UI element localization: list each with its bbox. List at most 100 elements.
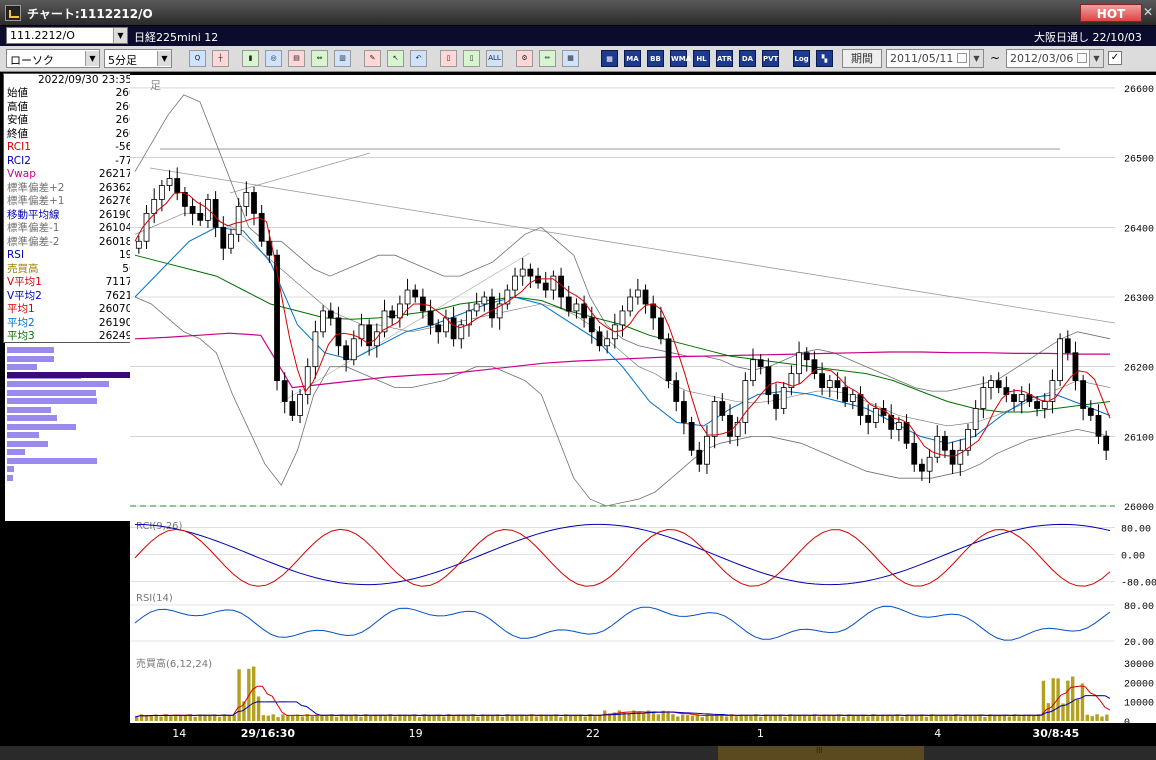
candle-body [320, 310, 326, 333]
volume-bar [822, 714, 826, 721]
candle-body [435, 324, 442, 333]
rci-panel-axis [1115, 515, 1156, 590]
expand-icon[interactable]: ▯ [463, 50, 480, 67]
volume-bar [1075, 699, 1080, 721]
candle-body [796, 352, 802, 375]
indicator-button-1[interactable]: MA [624, 50, 641, 67]
hot-button[interactable]: HOT [1080, 4, 1142, 22]
range-checkbox[interactable]: ✓ [1108, 51, 1122, 65]
pointer-icon[interactable]: ↖ [387, 50, 404, 67]
symbol-code-input[interactable]: 111.2212/O ▼ [6, 27, 128, 44]
candle-body [642, 289, 649, 305]
indicator-button-9[interactable]: ▚ [816, 50, 833, 67]
date-from-input[interactable]: 2011/05/11 ▼ [886, 49, 984, 68]
volume-bar [578, 714, 583, 721]
volume-bar [310, 716, 314, 721]
volume-tick-label: 20000 [1124, 679, 1154, 690]
candle-body [849, 394, 856, 402]
indicator-button-7[interactable]: PVT [762, 50, 779, 67]
volume-bar [807, 716, 812, 721]
indicator-button-3[interactable]: WMA [670, 50, 691, 67]
indicator-button-2[interactable]: BB [647, 50, 664, 67]
candle-body [251, 192, 257, 214]
candle-body [512, 275, 518, 291]
candle-body [742, 380, 749, 423]
current-price-bar [7, 372, 130, 378]
volume-bar [252, 666, 256, 721]
candle-body [588, 317, 595, 333]
price-chart[interactable]: 26600 26500 26400 26300 26200 26100 26000 足 80.0… [130, 73, 1156, 746]
interval-select[interactable]: 5分足 ▼ [104, 49, 172, 68]
volume-bar [646, 710, 651, 721]
volume-bar [169, 716, 173, 721]
arrow-both-icon[interactable]: ⇔ [311, 50, 328, 67]
volume-bar [144, 715, 149, 721]
volume-bar [481, 714, 485, 721]
x-tick-label: 22 [586, 727, 600, 740]
note-icon[interactable]: ▥ [334, 50, 351, 67]
all-icon[interactable]: ALL [486, 50, 503, 67]
chevron-down-icon[interactable]: ▼ [157, 51, 171, 66]
volume-bar [471, 714, 475, 721]
candle-body [158, 185, 165, 200]
volume-bar [178, 714, 183, 721]
volume-bar [417, 717, 422, 721]
indicator-button-8[interactable]: Log [793, 50, 810, 67]
volume-bar [768, 715, 773, 721]
horizontal-scrollbar-thumb[interactable] [718, 746, 924, 760]
candle-icon[interactable]: ▮ [242, 50, 259, 67]
indicator-button-5[interactable]: ATR [716, 50, 733, 67]
candle-body [988, 380, 994, 388]
indicator-button-0[interactable]: ▦ [601, 50, 618, 67]
volume-profile-bar [7, 474, 14, 481]
chart-type-select[interactable]: ローソク ▼ [6, 49, 100, 68]
settings-icon[interactable]: ⚙ [516, 50, 533, 67]
candle-body [895, 422, 902, 430]
calendar-icon[interactable] [1077, 53, 1087, 63]
zoom-icon[interactable]: Q [189, 50, 206, 67]
candle-body [919, 463, 925, 472]
indicator-button-4[interactable]: HL [693, 50, 710, 67]
chevron-down-icon[interactable]: ▼ [113, 28, 127, 43]
draw-icon[interactable]: ▤ [288, 50, 305, 67]
y-tick-label: 26000 [1124, 503, 1154, 514]
volume-bar [885, 714, 890, 721]
volume-bar [793, 715, 797, 721]
info-label: V平均2 [7, 289, 42, 302]
candle-body [366, 324, 373, 347]
cursor-icon[interactable]: ┼ [212, 50, 229, 67]
candle-body [803, 352, 810, 361]
candle-body [396, 303, 403, 319]
rci1-line [134, 528, 1111, 587]
volume-bar [700, 717, 704, 721]
date-to-input[interactable]: 2012/03/06 ▼ [1006, 49, 1104, 68]
instrument-name: 日経225mini 12 [134, 31, 219, 44]
candle-body [704, 435, 710, 465]
volume-bar [988, 714, 992, 721]
pen-icon[interactable]: ✎ [364, 50, 381, 67]
volume-bar [266, 715, 271, 721]
chevron-down-icon[interactable]: ▼ [1089, 50, 1103, 67]
brush-icon[interactable]: ✏ [539, 50, 556, 67]
volume-bar [466, 715, 470, 721]
chevron-down-icon[interactable]: ▼ [969, 50, 983, 67]
volume-bar [1056, 678, 1060, 721]
candle-body [358, 324, 365, 340]
period-button[interactable]: 期間 [842, 49, 882, 68]
candle-body [1080, 380, 1087, 409]
calendar-icon[interactable] [957, 53, 967, 63]
volume-bar [900, 716, 904, 721]
volume-bar [447, 714, 451, 721]
volume-profile [5, 343, 130, 521]
rsi-label: RSI(14) [136, 593, 173, 604]
compress-icon[interactable]: ▯ [440, 50, 457, 67]
undo-icon[interactable]: ↶ [410, 50, 427, 67]
volume-bar [369, 715, 373, 721]
volume-bar [1017, 716, 1021, 721]
chevron-down-icon[interactable]: ▼ [85, 51, 99, 66]
candle-body [627, 296, 634, 312]
analyze-icon[interactable]: ◎ [265, 50, 282, 67]
indicator-button-6[interactable]: DA [739, 50, 756, 67]
palette-icon[interactable]: ▦ [562, 50, 579, 67]
close-icon[interactable]: ✕ [1143, 5, 1154, 19]
